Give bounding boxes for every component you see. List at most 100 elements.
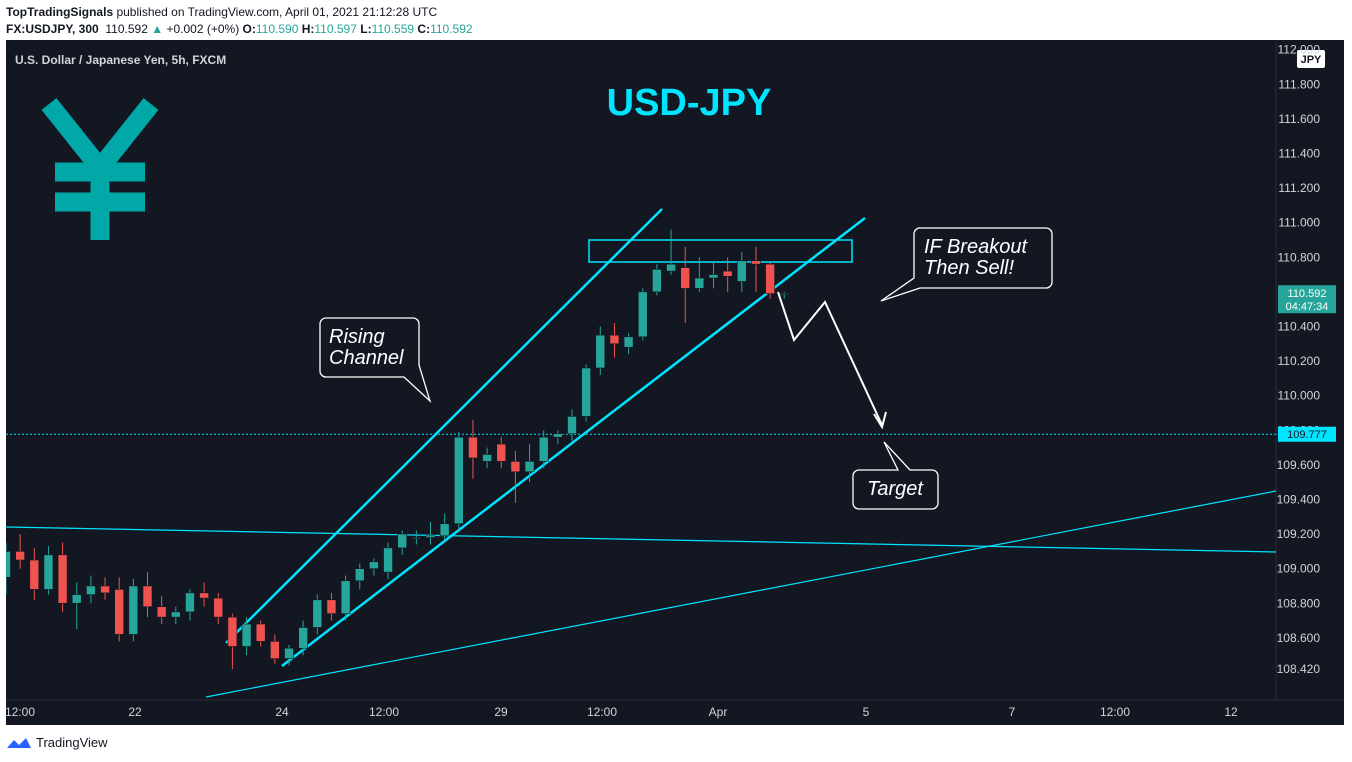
countdown-value: 04:47:34 <box>1286 301 1329 313</box>
candle-body <box>142 585 153 608</box>
candle-body <box>298 627 308 649</box>
candle[interactable] <box>128 579 139 642</box>
candle[interactable] <box>29 547 40 600</box>
candle[interactable] <box>609 323 620 358</box>
candle[interactable] <box>439 513 450 541</box>
candle[interactable] <box>354 563 365 590</box>
tradingview-footer[interactable]: TradingView <box>6 735 108 750</box>
time-tick-label: Apr <box>709 705 728 719</box>
candle[interactable] <box>411 530 422 545</box>
candle[interactable] <box>213 592 224 625</box>
candle[interactable] <box>171 606 181 625</box>
candle-body <box>383 547 393 573</box>
candle-body <box>227 616 238 647</box>
up-arrow-icon: ▲ <box>151 22 164 36</box>
candle-body <box>595 334 606 369</box>
candle[interactable] <box>595 326 606 375</box>
candle[interactable] <box>751 246 761 292</box>
candle-body <box>284 647 294 659</box>
candle[interactable] <box>736 252 747 292</box>
candle[interactable] <box>779 291 790 299</box>
candle-body <box>86 585 96 595</box>
candle-body <box>213 597 224 618</box>
candle-body <box>652 269 662 293</box>
candle[interactable] <box>86 575 96 604</box>
candle[interactable] <box>708 262 719 289</box>
candle-body <box>510 461 521 473</box>
candle[interactable] <box>142 572 153 618</box>
candle[interactable] <box>71 582 82 630</box>
target-callout: Target <box>852 441 939 510</box>
yen-icon <box>41 98 159 240</box>
candle[interactable] <box>369 558 379 576</box>
candle[interactable] <box>298 620 308 656</box>
candle[interactable] <box>581 364 591 422</box>
candle[interactable] <box>425 521 436 545</box>
symbol-label: FX:USDJPY, 300 <box>6 22 99 36</box>
currency-badge[interactable] <box>1297 50 1325 68</box>
candle-body <box>680 267 691 289</box>
candle[interactable] <box>496 437 507 469</box>
candle[interactable] <box>567 409 577 441</box>
candle[interactable] <box>652 264 662 296</box>
candle[interactable] <box>538 430 549 469</box>
candle[interactable] <box>524 444 535 483</box>
time-tick-label: 29 <box>494 705 508 719</box>
candle[interactable] <box>694 257 705 292</box>
candle[interactable] <box>312 594 323 635</box>
candle[interactable] <box>199 582 209 607</box>
candle[interactable] <box>43 546 54 595</box>
candle[interactable] <box>468 419 478 479</box>
candle[interactable] <box>57 542 68 612</box>
candle[interactable] <box>255 620 266 647</box>
candle[interactable] <box>284 644 294 666</box>
candle[interactable] <box>227 613 238 669</box>
candle[interactable] <box>722 257 733 292</box>
candle-body <box>736 260 747 282</box>
candle[interactable] <box>100 577 110 600</box>
candle[interactable] <box>397 530 408 555</box>
candle[interactable] <box>340 575 351 621</box>
channel-drawings <box>5 208 1277 698</box>
candle-body <box>425 535 436 538</box>
candles[interactable] <box>1 229 790 669</box>
channel-lower-line <box>281 217 866 667</box>
candle-body <box>553 433 563 438</box>
candle[interactable] <box>453 431 464 531</box>
candle[interactable] <box>114 577 124 642</box>
candle[interactable] <box>383 542 393 580</box>
time-tick-label: 12:00 <box>6 705 35 719</box>
price-tick-label: 111.400 <box>1278 146 1320 160</box>
candle[interactable] <box>241 617 252 656</box>
candle[interactable] <box>510 451 521 503</box>
footer-brand: TradingView <box>36 735 108 750</box>
lower-trend-line <box>205 490 1277 698</box>
breakout-line-2: Then Sell! <box>924 257 1014 279</box>
rising-channel-line-1: Rising <box>329 326 385 348</box>
candle[interactable] <box>15 534 25 569</box>
candle[interactable] <box>482 447 492 469</box>
candle-body <box>71 594 82 604</box>
candle[interactable] <box>666 229 676 275</box>
candle[interactable] <box>623 333 634 355</box>
projection-path <box>777 291 887 430</box>
candle-body <box>100 585 110 594</box>
price-axis[interactable] <box>1276 40 1344 700</box>
candle[interactable] <box>1 542 11 595</box>
publisher-name[interactable]: TopTradingSignals <box>6 5 114 19</box>
candle-body <box>722 270 733 277</box>
candle-body <box>411 537 422 539</box>
candle[interactable] <box>156 596 167 625</box>
price-tick-label: 112.000 <box>1278 43 1321 57</box>
candle[interactable] <box>637 288 648 341</box>
candle[interactable] <box>680 246 691 323</box>
chart-svg[interactable]: U.S. Dollar / Japanese Yen, 5h, FXCM USD… <box>1 40 1344 725</box>
candle[interactable] <box>553 430 563 445</box>
chart-area[interactable]: U.S. Dollar / Japanese Yen, 5h, FXCM USD… <box>1 40 1344 725</box>
candle[interactable] <box>765 262 775 299</box>
candle[interactable] <box>270 634 280 664</box>
candle[interactable] <box>185 589 195 621</box>
candle-body <box>199 592 209 599</box>
candle[interactable] <box>326 592 337 621</box>
rising-channel-line-2: Channel <box>329 347 404 369</box>
